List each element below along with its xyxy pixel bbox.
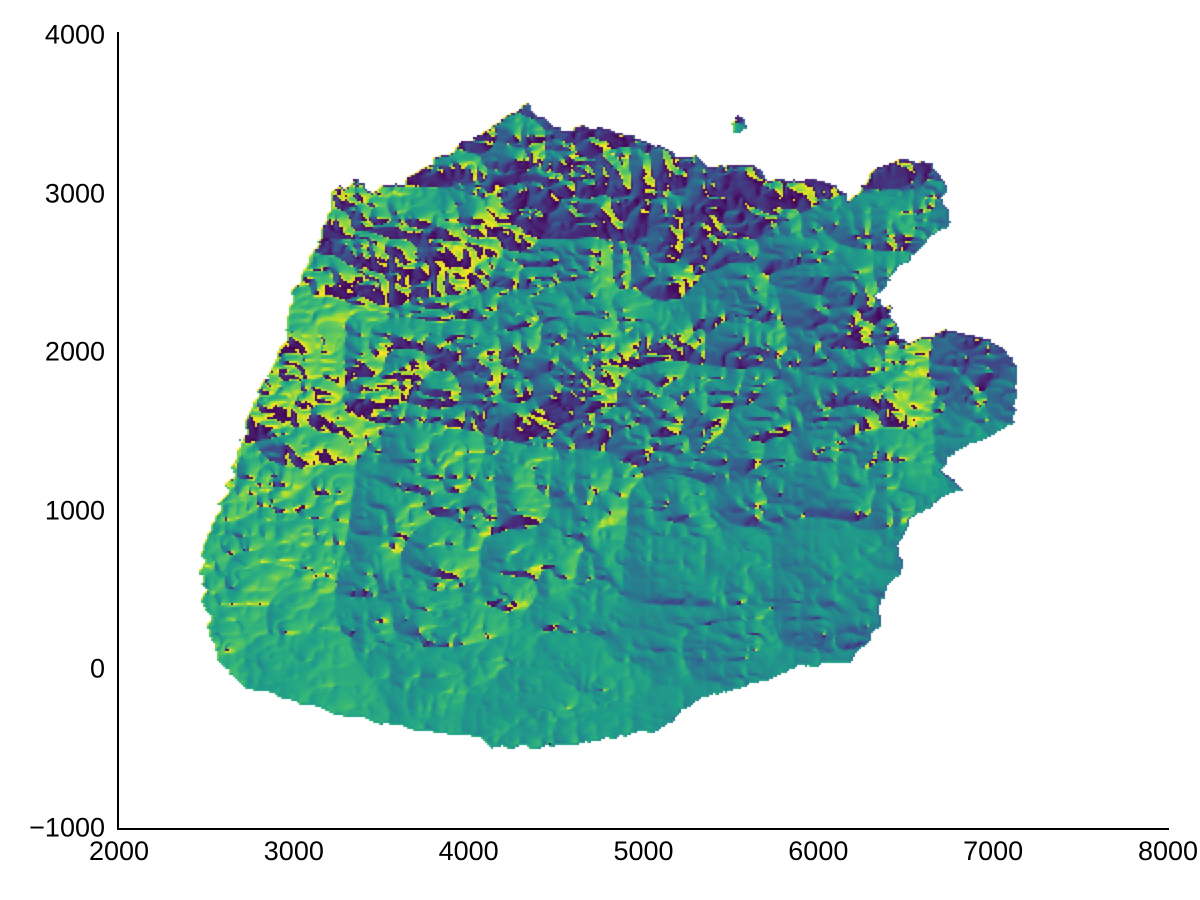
y-tick-label-4000: 4000 xyxy=(44,19,105,50)
x-tick-label-5000: 5000 xyxy=(613,836,674,866)
y-tick-label--1000: −1000 xyxy=(29,812,105,843)
x-tick-label-6000: 6000 xyxy=(788,836,849,866)
plot-spines xyxy=(116,32,1169,830)
y-tick-label-0: 0 xyxy=(89,653,105,684)
terrain-raster-canvas xyxy=(119,35,1168,828)
y-tick-label-2000: 2000 xyxy=(44,336,105,367)
x-tick-label-3000: 3000 xyxy=(263,836,324,866)
x-tick-label-4000: 4000 xyxy=(438,836,499,866)
x-tick-label-7000: 7000 xyxy=(963,836,1024,866)
x-tick-label-8000: 8000 xyxy=(1137,836,1199,866)
y-tick-label-1000: 1000 xyxy=(44,495,105,526)
y-tick-label-3000: 3000 xyxy=(44,178,105,209)
x-tick-label-2000: 2000 xyxy=(88,836,150,866)
